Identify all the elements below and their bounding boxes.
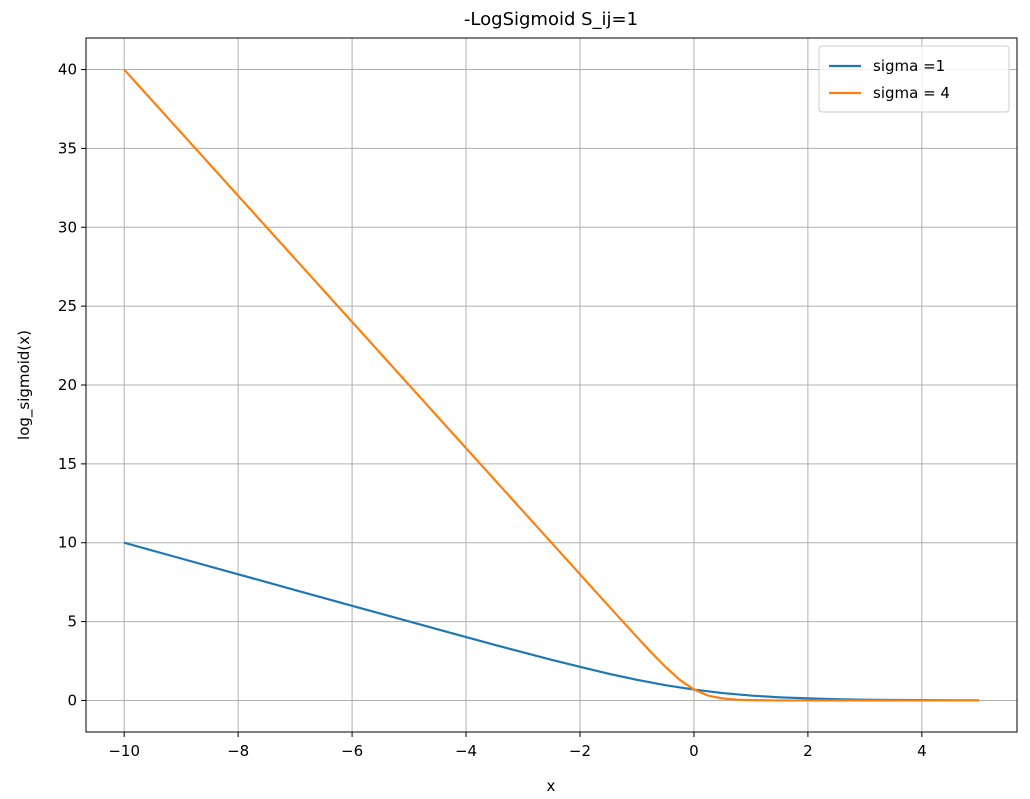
grid-layer: [86, 38, 1017, 732]
y-tick-label: 25: [58, 297, 77, 315]
x-tick-label: −8: [227, 742, 249, 760]
legend: sigma =1 sigma = 4: [818, 45, 1010, 113]
y-tick-label: 20: [58, 376, 77, 394]
x-tick-label: 2: [803, 742, 813, 760]
x-tick-label: 4: [917, 742, 927, 760]
chart-title: -LogSigmoid S_ij=1: [464, 9, 638, 30]
series-layer: [123, 68, 979, 702]
y-tick-label: 35: [58, 139, 77, 157]
y-tick-label: 30: [58, 218, 77, 236]
y-tick-label: 5: [67, 613, 77, 631]
x-tick-label: −2: [569, 742, 591, 760]
x-tick-label: −6: [341, 742, 363, 760]
series-line-2: [123, 68, 979, 702]
legend-label: sigma = 4: [873, 84, 950, 102]
x-tick-label: −10: [108, 742, 140, 760]
legend-label: sigma =1: [873, 57, 945, 75]
x-tick-label: 0: [689, 742, 699, 760]
y-tick-label: 15: [58, 455, 77, 473]
y-axis-label: log_sigmoid(x): [15, 330, 34, 440]
y-tick-label: 10: [58, 534, 77, 552]
y-tick-label: 0: [67, 691, 77, 709]
x-tick-label: −4: [455, 742, 477, 760]
legend-box: [818, 45, 1010, 113]
y-tick-label: 40: [58, 61, 77, 79]
x-axis-label: x: [547, 777, 556, 795]
